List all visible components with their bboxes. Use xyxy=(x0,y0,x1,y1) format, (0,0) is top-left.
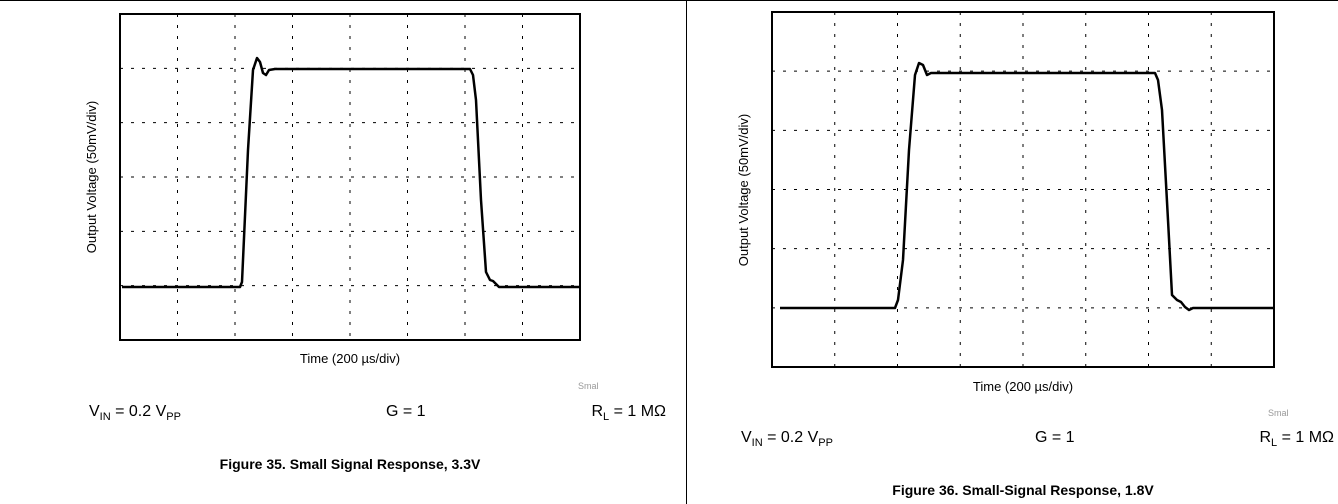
text-part: R xyxy=(591,403,603,420)
waveform xyxy=(780,61,1274,312)
text-part: IN xyxy=(99,411,111,423)
text-part: V xyxy=(89,403,100,420)
text-part: R xyxy=(1259,429,1271,446)
waveform xyxy=(122,56,580,289)
x-axis-label: Time (200 µs/div) xyxy=(972,379,1074,394)
load-condition: RL = 1 MΩ xyxy=(1259,429,1334,449)
plot-frame xyxy=(771,11,1275,368)
x-axis-label: Time (200 µs/div) xyxy=(299,351,401,366)
gain-condition: G = 1 xyxy=(1035,429,1075,446)
y-axis-label: Output Voltage (50mV/div) xyxy=(736,113,751,266)
text-part: PP xyxy=(166,411,181,423)
input-condition: VIN = 0.2 VPP xyxy=(741,429,833,449)
figure-caption: Figure 36. Small-Signal Response, 1.8V xyxy=(892,482,1154,498)
text-part: IN xyxy=(751,437,763,449)
text-part: L xyxy=(603,411,610,423)
text-part: L xyxy=(1271,437,1278,449)
figure-caption: Figure 35. Small Signal Response, 3.3V xyxy=(219,456,481,472)
load-condition: RL = 1 MΩ xyxy=(591,403,666,423)
text-part: PP xyxy=(818,437,833,449)
text-part: = 0.2 V xyxy=(762,429,819,446)
text-part: = 0.2 V xyxy=(110,403,167,420)
truncated-note: Smal xyxy=(578,381,599,391)
text-part: = 1 MΩ xyxy=(1277,429,1334,446)
truncated-note: Smal xyxy=(1268,408,1289,418)
text-part: V xyxy=(741,429,752,446)
gain-condition: G = 1 xyxy=(386,403,426,420)
plot-frame xyxy=(119,13,581,341)
y-axis-label: Output Voltage (50mV/div) xyxy=(84,100,99,254)
input-condition: VIN = 0.2 VPP xyxy=(89,403,181,423)
text-part: = 1 MΩ xyxy=(609,403,666,420)
